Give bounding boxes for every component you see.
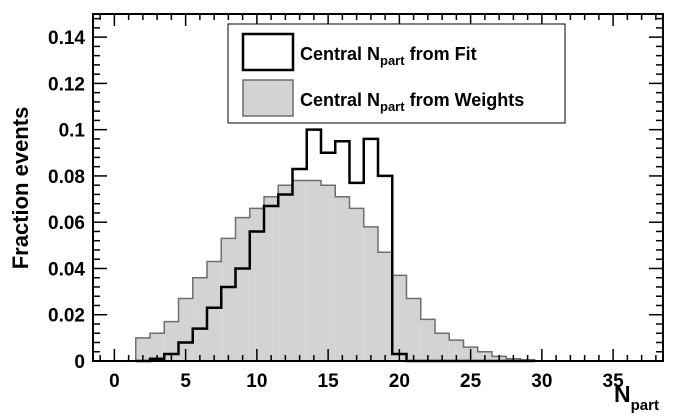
bar-weights-0	[135, 337, 150, 361]
bar-weights-14	[335, 196, 350, 361]
bar-weights-15	[349, 208, 364, 361]
bar-weights-5	[207, 261, 222, 361]
bar-weights-4	[192, 277, 207, 361]
bar-weights-6	[221, 238, 236, 361]
bar-weights-21	[435, 333, 450, 361]
axis-ticks	[93, 14, 663, 362]
legend: Central Npart from Fit Central Npart fro…	[227, 23, 566, 124]
bar-weights-9	[264, 196, 279, 361]
y-tick-label-0.06: 0.06	[48, 213, 85, 234]
x-tick-label-0: 0	[109, 371, 120, 392]
bar-weights-12	[306, 180, 321, 361]
bar-weights-3	[178, 298, 193, 361]
legend-swatch-weights	[242, 79, 294, 117]
bar-weights-11	[292, 180, 307, 361]
series-outline-weights	[135, 179, 536, 361]
x-tick-label-15: 15	[318, 371, 340, 392]
bar-weights-2	[164, 321, 179, 361]
histogram-layer	[135, 128, 536, 363]
bar-weights-18	[392, 275, 407, 361]
bar-weights-22	[449, 340, 464, 361]
bar-weights-20	[420, 319, 435, 361]
y-tick-label-0.02: 0.02	[48, 306, 85, 327]
y-tick-label-0.14: 0.14	[48, 28, 85, 49]
plot-frame	[92, 13, 664, 362]
bar-weights-8	[249, 208, 264, 361]
y-tick-label-0.1: 0.1	[59, 121, 86, 142]
x-tick-label-25: 25	[460, 371, 482, 392]
bar-weights-17	[378, 252, 393, 361]
bar-weights-7	[235, 217, 250, 361]
x-tick-label-5: 5	[180, 371, 191, 392]
x-tick-label-30: 30	[531, 371, 552, 392]
y-tick-label-0.08: 0.08	[48, 167, 85, 188]
legend-label-weights: Central Npart from Weights	[300, 90, 524, 114]
legend-swatch-fit	[241, 32, 295, 72]
x-tick-label-20: 20	[389, 371, 410, 392]
x-axis-title-sub: part	[631, 397, 659, 414]
bar-weights-16	[363, 226, 378, 361]
x-axis-title: Npart	[614, 381, 659, 414]
x-tick-label-35: 35	[603, 371, 625, 392]
x-axis-title-main: N	[614, 381, 631, 407]
bar-weights-10	[278, 185, 293, 361]
y-tick-label-0.12: 0.12	[48, 74, 85, 95]
bar-weights-19	[406, 298, 421, 361]
y-axis-title: Fraction events	[8, 107, 33, 270]
y-tick-label-0: 0	[74, 352, 85, 373]
bar-weights-13	[321, 185, 336, 361]
legend-label-fit: Central Npart from Fit	[300, 44, 477, 68]
x-tick-label-10: 10	[246, 371, 267, 392]
y-tick-label-0.04: 0.04	[48, 259, 85, 280]
bar-weights-1	[150, 333, 165, 361]
tick-labels: 0 5 10 15 20 25 30 35 0 0.02 0.04 0.06 0.08 0.1 0.12 0.…	[48, 28, 624, 392]
